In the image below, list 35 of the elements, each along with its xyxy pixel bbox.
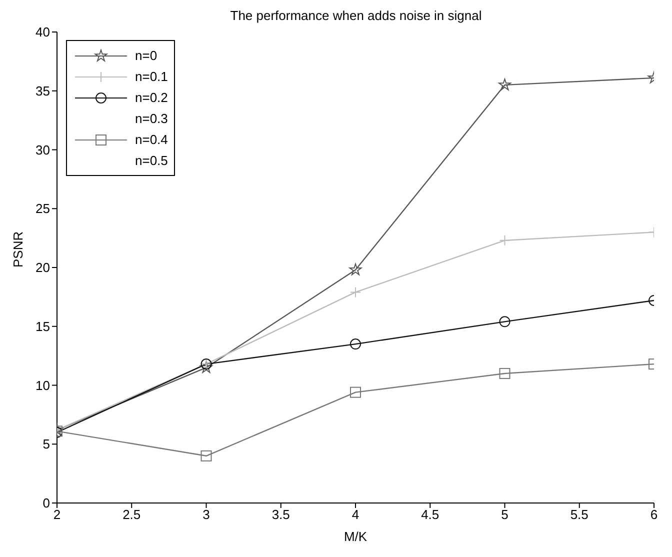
x-tick-label: 6 xyxy=(650,507,658,522)
y-tick-label: 15 xyxy=(36,318,50,334)
y-tick-label: 20 xyxy=(36,260,50,276)
legend-label: n=0.2 xyxy=(135,90,168,105)
point xyxy=(200,450,212,462)
x-tick-label: 5.5 xyxy=(570,507,588,522)
x-tick-label: 5 xyxy=(501,507,508,522)
x-tick-label: 4 xyxy=(352,507,360,522)
legend-label: n=0 xyxy=(135,48,158,63)
point xyxy=(499,234,510,246)
chart-title: The performance when adds noise in signal xyxy=(229,8,483,25)
x-tick-label: 3.5 xyxy=(272,507,290,522)
y-tick-label: 30 xyxy=(36,142,50,158)
point xyxy=(499,368,510,379)
point xyxy=(350,386,361,398)
y-axis-title: PSNR xyxy=(10,231,26,268)
point xyxy=(200,361,212,373)
y-tick-label: 5 xyxy=(42,436,50,452)
x-axis-title: M/K xyxy=(344,529,368,544)
y-tick-label: 0 xyxy=(42,496,50,511)
point xyxy=(498,78,511,90)
y-tick-label: 10 xyxy=(36,378,50,393)
point xyxy=(349,263,362,276)
text: n=0.5 xyxy=(135,153,168,168)
x-tick-label: 3 xyxy=(202,507,210,522)
legend-label: n=0.1 xyxy=(135,69,168,84)
y-tick-label: 25 xyxy=(36,201,50,216)
y-tick-label: 40 xyxy=(36,24,50,40)
point xyxy=(350,286,361,298)
legend-label: n=0.4 xyxy=(135,132,168,147)
x-tick-label: 4.5 xyxy=(421,507,440,522)
text: n=0.3 xyxy=(135,111,168,126)
x-tick-label: 2 xyxy=(53,507,61,522)
x-tick-label: 2.5 xyxy=(122,507,141,522)
y-tick-label: 35 xyxy=(36,83,50,98)
